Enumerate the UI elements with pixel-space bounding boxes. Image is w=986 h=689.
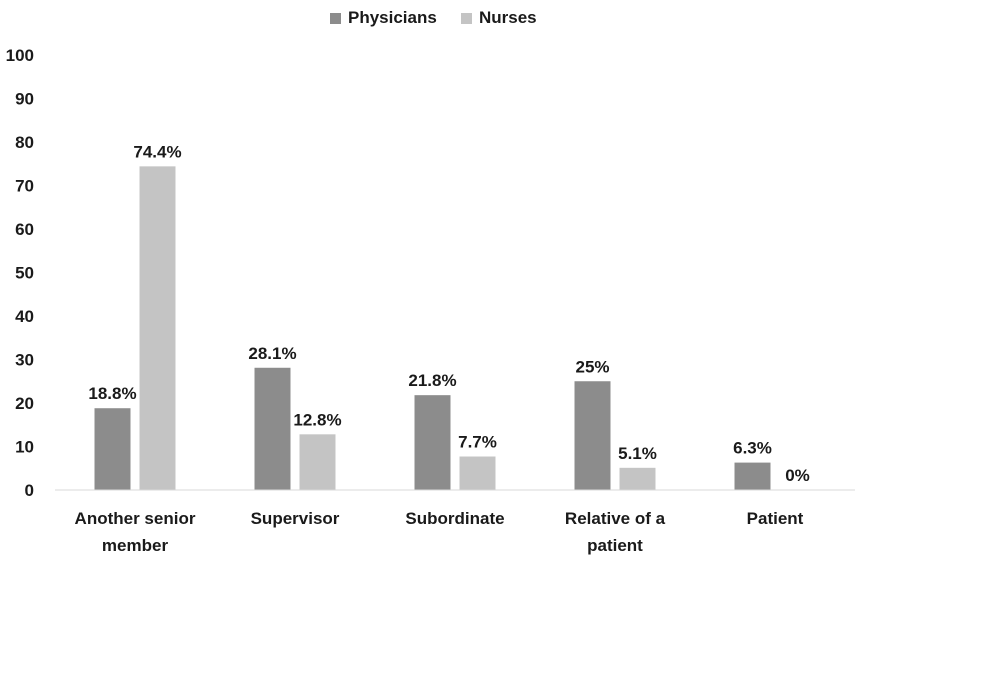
data-label-physicians: 21.8%	[408, 371, 456, 390]
y-tick-label: 50	[15, 264, 34, 283]
bar-nurses	[619, 467, 656, 490]
y-tick-label: 0	[25, 481, 34, 500]
data-label-physicians: 25%	[575, 357, 609, 376]
data-label-nurses: 74.4%	[133, 142, 181, 161]
y-tick-label: 10	[15, 438, 34, 457]
category-label: Patient	[747, 509, 804, 528]
y-tick-label: 80	[15, 133, 34, 152]
category-label: Another senior	[75, 509, 196, 528]
category-label: Supervisor	[251, 509, 340, 528]
y-axis: 0 10 20 30 40 50 60 70 80 90 100	[6, 46, 34, 500]
y-tick-label: 70	[15, 177, 34, 196]
data-label-physicians: 18.8%	[88, 384, 136, 403]
y-tick-label: 40	[15, 307, 34, 326]
bar-nurses	[459, 456, 496, 490]
bar-physicians	[94, 408, 131, 490]
bar-physicians	[734, 462, 771, 490]
category-label: patient	[587, 536, 643, 555]
bar-nurses	[299, 434, 336, 490]
y-tick-label: 20	[15, 394, 34, 413]
y-tick-label: 100	[6, 46, 34, 65]
category-label: Subordinate	[405, 509, 504, 528]
data-label-nurses: 0%	[785, 466, 810, 485]
legend-nurses: Nurses	[461, 8, 537, 28]
bar-physicians	[414, 395, 451, 490]
legend-label-nurses: Nurses	[479, 8, 537, 27]
bars: 18.8% 74.4% 28.1% 12.8% 21.8% 7.7% 25% 5.1% 6.3%…	[88, 142, 810, 491]
x-axis: Another senior member Supervisor Subordinat…	[55, 489, 855, 555]
legend-swatch-nurses	[461, 12, 472, 24]
bar-physicians	[254, 367, 291, 490]
data-label-nurses: 7.7%	[458, 433, 497, 452]
y-tick-label: 30	[15, 351, 34, 370]
category-label: member	[102, 536, 169, 555]
bar-nurses	[139, 166, 176, 491]
category-label: Relative of a	[565, 509, 666, 528]
y-tick-label: 60	[15, 220, 34, 239]
y-tick-label: 90	[15, 90, 34, 109]
legend-swatch-physicians	[330, 12, 341, 24]
data-label-nurses: 5.1%	[618, 444, 657, 463]
legend-physicians: Physicians	[330, 8, 437, 28]
bar-physicians	[574, 381, 611, 490]
data-label-physicians: 28.1%	[248, 344, 296, 363]
data-label-nurses: 12.8%	[293, 410, 341, 429]
data-label-physicians: 6.3%	[733, 439, 772, 458]
legend-label-physicians: Physicians	[348, 8, 437, 27]
